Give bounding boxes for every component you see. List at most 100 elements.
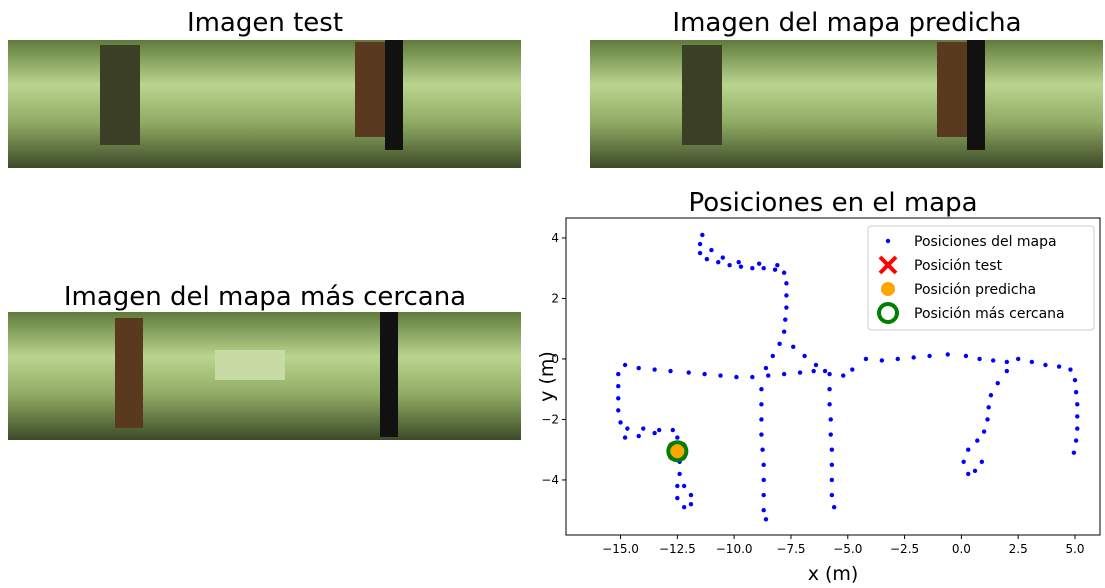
figure: Imagen test Imagen del mapa predicha Ima… xyxy=(0,0,1105,584)
point xyxy=(702,372,706,376)
point xyxy=(759,387,763,391)
point xyxy=(841,373,845,377)
point xyxy=(764,517,768,521)
point xyxy=(689,502,693,506)
x-tick-label: −5.0 xyxy=(833,542,862,556)
point xyxy=(616,396,620,400)
point xyxy=(823,369,827,373)
point xyxy=(982,429,986,433)
point xyxy=(784,281,788,285)
point xyxy=(830,448,834,452)
y-tick-label: −2 xyxy=(541,412,559,426)
point xyxy=(682,484,686,488)
y-tick-label: 2 xyxy=(551,291,559,305)
point xyxy=(1005,360,1009,364)
point xyxy=(757,261,761,265)
point xyxy=(791,345,795,349)
point xyxy=(961,460,965,464)
point xyxy=(721,255,725,259)
point xyxy=(1073,378,1077,382)
point xyxy=(616,408,620,412)
point xyxy=(675,484,679,488)
point xyxy=(829,417,833,421)
y-tick-label: 4 xyxy=(551,231,559,245)
legend-label: Posiciones del mapa xyxy=(914,234,1057,250)
x-tick-label: −15.0 xyxy=(602,542,639,556)
point xyxy=(616,372,620,376)
point xyxy=(1074,390,1078,394)
x-tick-label: −12.5 xyxy=(659,542,696,556)
panel-title: Imagen del mapa predicha xyxy=(672,8,1021,38)
point xyxy=(880,358,884,362)
point xyxy=(1005,369,1009,373)
point xyxy=(1074,438,1078,442)
point xyxy=(1075,426,1079,430)
point xyxy=(996,381,1000,385)
point xyxy=(700,233,704,237)
point xyxy=(927,354,931,358)
point xyxy=(652,367,656,371)
point xyxy=(761,266,765,270)
y-axis-label: y (m) xyxy=(536,351,558,402)
point xyxy=(784,305,788,309)
legend-marker xyxy=(881,282,895,296)
point xyxy=(827,387,831,391)
point xyxy=(1075,414,1079,418)
point xyxy=(830,478,834,482)
point xyxy=(750,266,754,270)
point xyxy=(991,358,995,362)
panel-title: Imagen del mapa más cercana xyxy=(64,282,466,312)
point xyxy=(864,357,868,361)
point xyxy=(784,293,788,297)
point xyxy=(761,508,765,512)
point xyxy=(896,357,900,361)
point xyxy=(814,363,818,367)
point xyxy=(687,370,691,374)
point xyxy=(641,426,645,430)
point xyxy=(759,402,763,406)
point xyxy=(802,354,806,358)
point xyxy=(775,263,779,267)
legend-marker xyxy=(886,239,890,243)
point xyxy=(616,384,620,388)
point xyxy=(727,263,731,267)
point xyxy=(980,460,984,464)
point xyxy=(739,264,743,268)
point xyxy=(760,448,764,452)
point xyxy=(973,469,977,473)
x-tick-label: −10.0 xyxy=(716,542,753,556)
point xyxy=(783,317,787,321)
point xyxy=(832,505,836,509)
point xyxy=(811,369,815,373)
point xyxy=(830,463,834,467)
point xyxy=(964,354,968,358)
point xyxy=(829,432,833,436)
point xyxy=(911,355,915,359)
point xyxy=(736,260,740,264)
point xyxy=(670,444,684,458)
point xyxy=(798,370,802,374)
point xyxy=(1016,357,1020,361)
point xyxy=(1072,451,1076,455)
point xyxy=(975,438,979,442)
photo xyxy=(590,40,1103,168)
point xyxy=(709,248,713,252)
point xyxy=(750,375,754,379)
point xyxy=(618,420,622,424)
x-tick-label: −2.5 xyxy=(890,542,919,556)
point xyxy=(637,434,641,438)
point xyxy=(689,493,693,497)
photo xyxy=(8,40,521,168)
point xyxy=(761,463,765,467)
y-tick-label: −4 xyxy=(541,473,559,487)
point xyxy=(652,431,656,435)
point xyxy=(977,357,981,361)
legend-label: Posición más cercana xyxy=(914,306,1065,322)
point xyxy=(766,373,770,377)
x-tick-label: 5.0 xyxy=(1065,542,1084,556)
point xyxy=(637,366,641,370)
point xyxy=(782,271,786,275)
point xyxy=(761,493,765,497)
x-tick-label: −7.5 xyxy=(776,542,805,556)
point xyxy=(773,268,777,272)
